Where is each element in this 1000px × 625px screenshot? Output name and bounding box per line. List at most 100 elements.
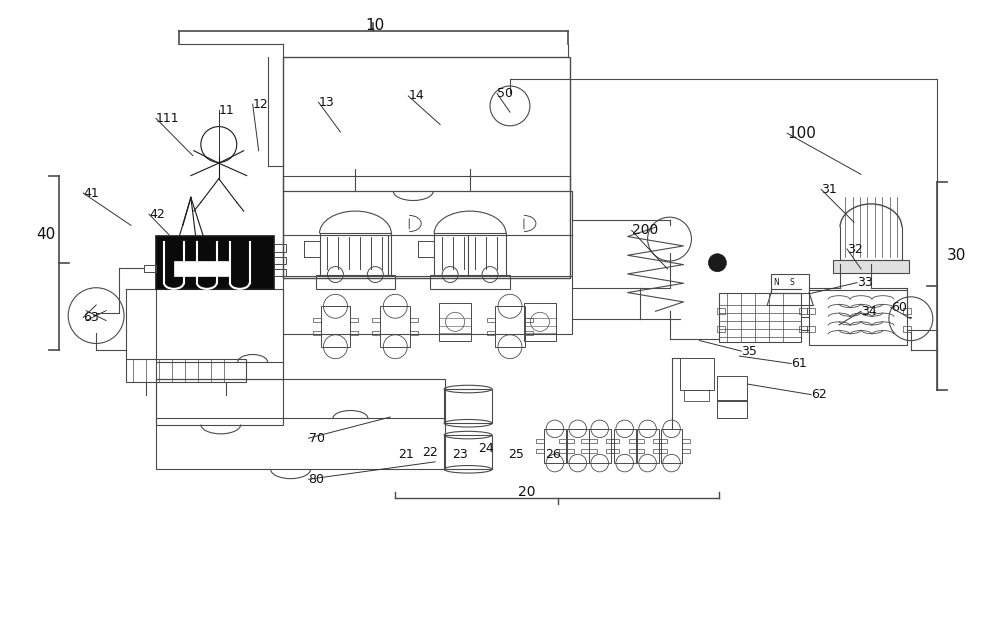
Bar <box>487 331 495 334</box>
Text: 70: 70 <box>309 432 325 445</box>
Bar <box>380 306 410 347</box>
Bar <box>174 261 229 276</box>
Bar <box>637 429 659 463</box>
Text: 100: 100 <box>787 126 816 141</box>
Bar <box>636 439 644 442</box>
Bar <box>581 449 589 452</box>
Bar <box>589 439 597 442</box>
Bar <box>410 318 418 322</box>
Bar <box>636 449 644 452</box>
Bar <box>589 429 611 463</box>
Bar <box>682 439 690 442</box>
Bar <box>717 326 725 332</box>
Bar <box>156 379 445 469</box>
Text: 62: 62 <box>811 388 827 401</box>
Text: 80: 80 <box>309 472 325 486</box>
Text: 22: 22 <box>422 446 438 459</box>
Bar <box>156 289 283 424</box>
Bar <box>313 318 321 322</box>
Bar <box>274 244 286 251</box>
Bar <box>684 389 709 401</box>
Bar <box>566 439 574 442</box>
Text: 23: 23 <box>452 448 468 461</box>
Text: N: N <box>773 278 779 286</box>
Text: 25: 25 <box>508 448 524 461</box>
Text: 12: 12 <box>253 98 268 111</box>
Bar <box>126 359 246 382</box>
Bar <box>611 439 619 442</box>
Bar <box>439 303 471 341</box>
Bar <box>536 439 544 442</box>
Text: 61: 61 <box>791 357 807 370</box>
Bar <box>544 429 566 463</box>
Bar <box>799 326 807 332</box>
Bar <box>350 318 358 322</box>
Bar <box>524 303 556 341</box>
Bar <box>536 449 544 452</box>
Circle shape <box>708 254 726 272</box>
Bar <box>566 449 574 452</box>
Bar <box>372 318 380 322</box>
Bar <box>283 191 572 334</box>
Bar <box>614 429 636 463</box>
Bar <box>659 449 667 452</box>
Bar <box>903 326 911 332</box>
Bar <box>372 331 380 334</box>
Text: 41: 41 <box>83 186 99 199</box>
Text: 32: 32 <box>847 242 863 256</box>
Bar <box>629 439 637 442</box>
Text: 10: 10 <box>365 18 385 32</box>
Bar <box>682 449 690 452</box>
Bar <box>611 449 619 452</box>
Bar <box>410 331 418 334</box>
Bar <box>274 256 286 264</box>
Bar <box>559 439 567 442</box>
Bar <box>581 439 589 442</box>
Text: 11: 11 <box>219 104 235 117</box>
Bar <box>144 264 156 272</box>
Bar <box>316 274 395 289</box>
Bar <box>567 429 589 463</box>
Text: 40: 40 <box>36 228 56 242</box>
Bar <box>903 308 911 314</box>
Bar <box>495 306 525 347</box>
Bar <box>606 449 614 452</box>
Bar <box>659 439 667 442</box>
Text: 60: 60 <box>891 301 907 314</box>
Bar <box>444 435 492 469</box>
Bar <box>661 429 682 463</box>
Bar <box>809 290 907 345</box>
Bar <box>313 331 321 334</box>
Bar <box>274 269 286 276</box>
Bar <box>606 439 614 442</box>
Text: S: S <box>789 278 794 286</box>
Bar <box>771 274 809 292</box>
Text: 111: 111 <box>156 112 180 125</box>
Text: 42: 42 <box>149 208 165 221</box>
Bar <box>717 376 747 401</box>
Bar <box>321 306 350 347</box>
Bar <box>487 318 495 322</box>
Text: 30: 30 <box>947 248 966 262</box>
Bar <box>717 308 725 314</box>
Bar <box>717 399 747 418</box>
Bar <box>680 358 714 390</box>
Bar <box>807 308 815 314</box>
Text: 31: 31 <box>821 182 837 196</box>
Bar <box>653 439 661 442</box>
Bar <box>444 389 492 423</box>
Bar <box>350 331 358 334</box>
Bar <box>283 58 570 278</box>
Bar <box>719 292 801 342</box>
Text: 21: 21 <box>398 448 414 461</box>
Bar <box>589 449 597 452</box>
Bar <box>807 326 815 332</box>
Text: 34: 34 <box>861 305 877 318</box>
Text: 24: 24 <box>478 442 494 454</box>
Text: 63: 63 <box>83 311 99 324</box>
Text: 33: 33 <box>857 276 873 289</box>
Bar <box>525 331 533 334</box>
Text: 50: 50 <box>497 87 513 100</box>
Bar <box>525 318 533 322</box>
Bar <box>653 449 661 452</box>
